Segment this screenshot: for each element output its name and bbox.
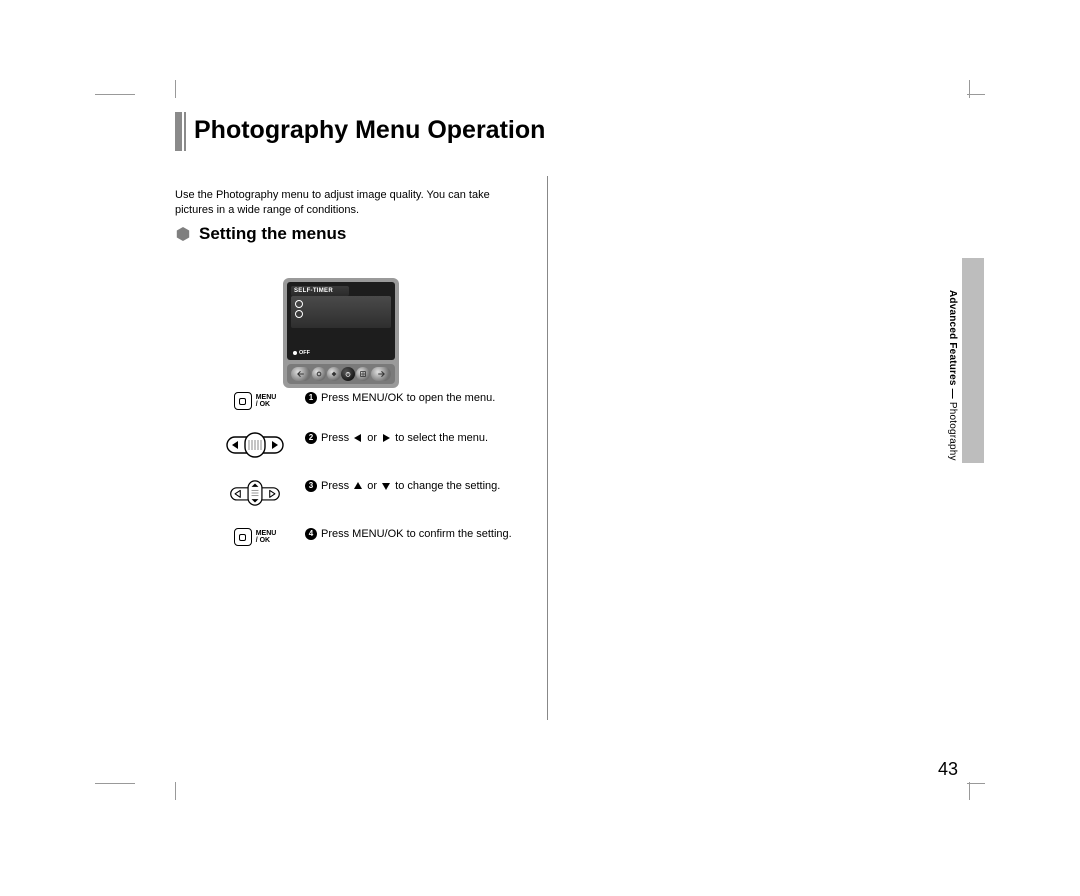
- lcd-forward-icon: [371, 367, 391, 381]
- thumb-tab: [962, 258, 984, 463]
- step-2: 2 Press or to select the menu.: [223, 430, 533, 458]
- step-4: MENU/ OK 4 Press MENU/OK to confirm the …: [223, 526, 533, 546]
- dpad-vertical-icon: [226, 480, 284, 506]
- section-heading: Setting the menus: [175, 224, 346, 244]
- side-section-label: Advanced Features — Photography: [947, 290, 958, 461]
- lcd-timer-icon: [341, 367, 355, 381]
- intro-text: Use the Photography menu to adjust image…: [175, 188, 515, 218]
- menu-ok-button-icon: MENU/ OK: [234, 392, 277, 410]
- step-4-text: Press MENU/OK to confirm the setting.: [321, 526, 512, 543]
- steps-list: MENU/ OK 1 Press MENU/OK to open the men…: [223, 390, 533, 566]
- triangle-right-icon: [381, 433, 391, 443]
- step-number-3: 3: [305, 480, 317, 492]
- step-number-4: 4: [305, 528, 317, 540]
- step-3: 3 Press or to change the setting.: [223, 478, 533, 506]
- section-title: Setting the menus: [199, 224, 346, 244]
- camera-lcd-illustration: SELF-TIMER OFF: [283, 278, 399, 388]
- step-number-2: 2: [305, 432, 317, 444]
- triangle-down-icon: [381, 481, 391, 491]
- title-bar: Photography Menu Operation: [175, 112, 545, 151]
- lcd-mode-icon: [312, 367, 326, 381]
- lcd-off-label: OFF: [293, 350, 310, 356]
- triangle-up-icon: [353, 481, 363, 491]
- step-2-text: Press or to select the menu.: [321, 430, 488, 447]
- triangle-left-icon: [353, 433, 363, 443]
- lcd-grid-icon: [356, 367, 370, 381]
- step-1: MENU/ OK 1 Press MENU/OK to open the men…: [223, 390, 533, 410]
- manual-page: Photography Menu Operation Use the Photo…: [175, 94, 970, 784]
- dpad-horizontal-icon: [226, 432, 284, 458]
- column-divider: [547, 176, 548, 720]
- page-number: 43: [938, 759, 958, 780]
- step-3-text: Press or to change the setting.: [321, 478, 500, 495]
- step-number-1: 1: [305, 392, 317, 404]
- page-title: Photography Menu Operation: [194, 112, 545, 151]
- lcd-menu-title: SELF-TIMER: [291, 286, 349, 296]
- menu-ok-button-icon: MENU/ OK: [234, 528, 277, 546]
- bullet-hexagon-icon: [175, 226, 191, 242]
- lcd-toolbar: [287, 364, 395, 384]
- step-1-text: Press MENU/OK to open the menu.: [321, 390, 495, 407]
- lcd-nav-icon: [327, 367, 341, 381]
- lcd-back-icon: [291, 367, 311, 381]
